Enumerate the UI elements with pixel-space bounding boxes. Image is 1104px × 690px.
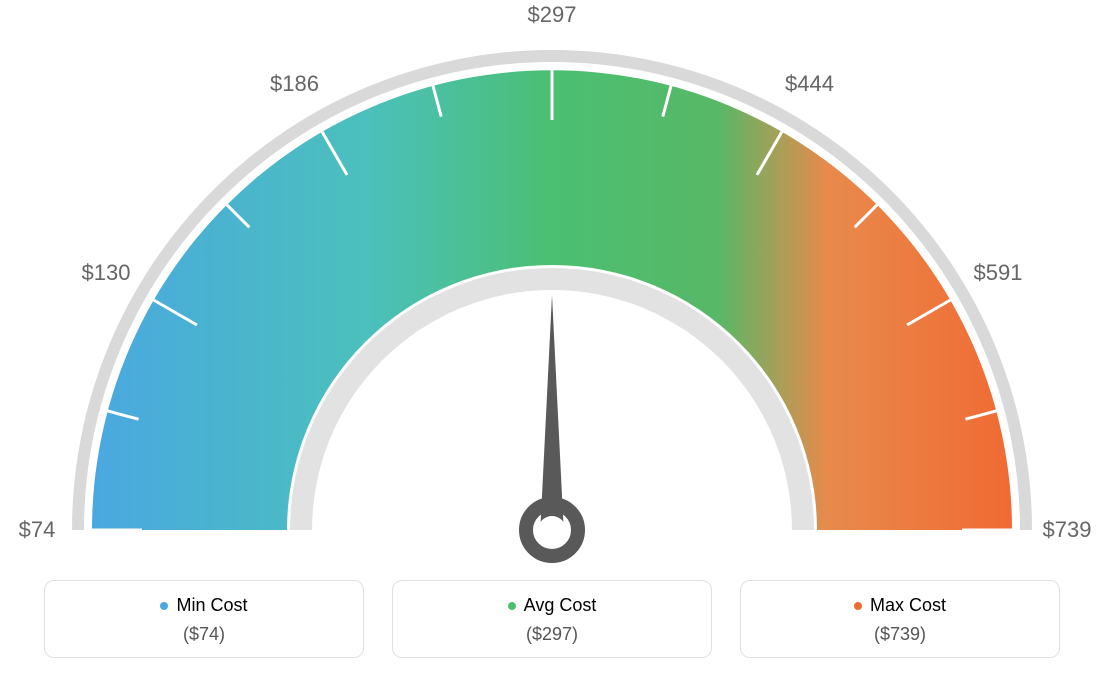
legend-title-avg: Avg Cost [508,595,597,616]
legend-label: Max Cost [870,595,946,616]
gauge-tick-label: $591 [974,260,1023,286]
legend-dot-avg [508,602,516,610]
legend-value-avg: ($297) [401,624,703,645]
legend-value-min: ($74) [53,624,355,645]
gauge-tick-label: $297 [528,2,577,28]
gauge-tick-label: $74 [19,517,56,543]
legend-dot-min [160,602,168,610]
gauge-tick-label: $739 [1043,517,1092,543]
cost-gauge-widget: $74 $130 $186 $297 $444 $591 $739 Min Cost ($7… [0,0,1104,690]
gauge-chart: $74 $130 $186 $297 $444 $591 $739 [0,0,1104,580]
legend-card-max: Max Cost ($739) [740,580,1060,658]
legend-title-min: Min Cost [160,595,247,616]
gauge-svg [0,0,1104,580]
legend-label: Min Cost [176,595,247,616]
legend-card-min: Min Cost ($74) [44,580,364,658]
legend-dot-max [854,602,862,610]
legend-title-max: Max Cost [854,595,946,616]
gauge-tick-label: $186 [270,71,319,97]
gauge-tick-label: $130 [82,260,131,286]
legend-card-avg: Avg Cost ($297) [392,580,712,658]
gauge-tick-label: $444 [785,71,834,97]
legend-label: Avg Cost [524,595,597,616]
legend-row: Min Cost ($74) Avg Cost ($297) Max Cost … [0,580,1104,658]
legend-value-max: ($739) [749,624,1051,645]
